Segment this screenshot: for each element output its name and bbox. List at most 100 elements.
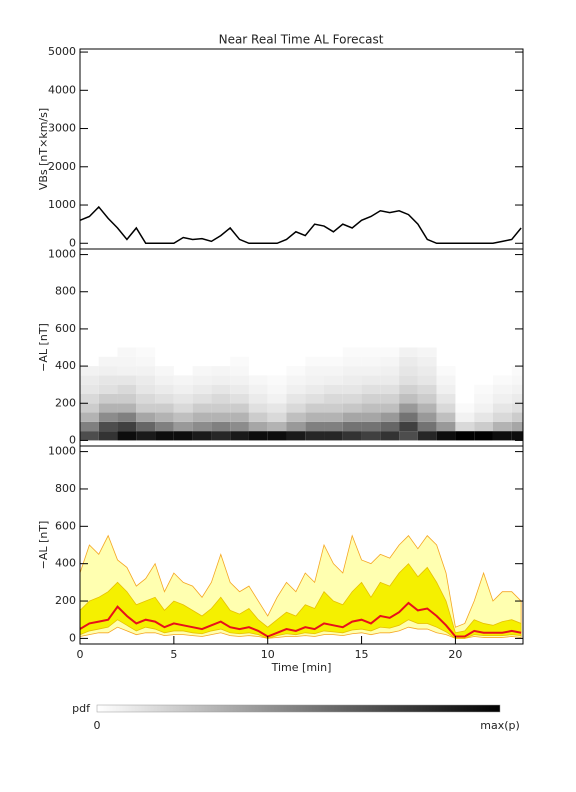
heat-cell <box>173 403 193 413</box>
heat-cell <box>117 412 137 422</box>
heat-cell <box>98 375 118 385</box>
heat-cell <box>155 431 174 441</box>
heat-cell <box>230 375 249 385</box>
plot-frame <box>79 48 524 250</box>
heat-cell <box>80 431 99 441</box>
heat-cell <box>211 375 231 385</box>
heat-cell <box>492 431 512 441</box>
heat-cell <box>305 431 325 441</box>
heat-cell <box>455 403 475 413</box>
heat-cell <box>511 403 523 413</box>
heat-cell <box>286 403 306 413</box>
heat-cell <box>173 421 193 432</box>
heat-cell <box>155 421 174 432</box>
heat-cell <box>380 347 400 357</box>
y-tick-label: 200 <box>55 396 76 409</box>
heat-cell <box>305 375 325 385</box>
heat-cell <box>192 384 212 394</box>
heat-cell <box>98 412 118 422</box>
heat-cell <box>324 403 343 413</box>
heat-cell <box>492 384 512 394</box>
heat-cell <box>361 366 381 376</box>
heat-cell <box>267 393 287 404</box>
y-axis-label: VBs [nT×km/s] <box>37 108 50 190</box>
heat-cell <box>399 421 418 432</box>
heat-cell <box>342 356 362 367</box>
heat-cell <box>399 384 418 394</box>
heat-cell <box>248 393 268 404</box>
heat-cell <box>80 384 99 394</box>
y-tick-label: 200 <box>55 594 76 607</box>
heat-cell <box>399 431 418 441</box>
heat-cell <box>342 412 362 422</box>
heat-cell <box>117 375 137 385</box>
heat-cell <box>117 403 137 413</box>
heat-cell <box>248 431 268 441</box>
colorbar <box>96 704 501 713</box>
heat-cell <box>342 384 362 394</box>
y-tick-label: 800 <box>55 285 76 298</box>
heat-cell <box>436 366 456 376</box>
colorbar-label: pdf <box>72 702 91 715</box>
heat-cell <box>305 384 325 394</box>
heat-cell <box>248 412 268 422</box>
heat-cell <box>342 403 362 413</box>
heat-cell <box>80 403 99 413</box>
heat-cell <box>267 412 287 422</box>
heat-cell <box>380 393 400 404</box>
heat-cell <box>474 412 493 422</box>
heat-cell <box>492 421 512 432</box>
heat-cell <box>455 421 475 432</box>
x-axis-label: Time [min] <box>271 661 332 674</box>
heat-cell <box>324 366 343 376</box>
heat-cell <box>324 421 343 432</box>
heat-cell <box>267 375 287 385</box>
heat-cell <box>80 366 99 376</box>
heat-cell <box>267 421 287 432</box>
y-tick-label: 800 <box>55 482 76 495</box>
data-line <box>80 205 522 245</box>
heat-cell <box>342 347 362 357</box>
heat-cell <box>230 431 249 441</box>
heat-cell <box>173 412 193 422</box>
heat-cell <box>98 431 118 441</box>
y-tick-label: 2000 <box>48 160 76 173</box>
heat-cell <box>136 384 156 394</box>
heat-cell <box>192 403 212 413</box>
heat-cell <box>380 431 400 441</box>
heat-cell <box>192 393 212 404</box>
heat-cell <box>380 412 400 422</box>
heat-cell <box>155 366 174 376</box>
heat-cell <box>117 431 137 441</box>
heat-cell <box>211 403 231 413</box>
y-tick-label: 0 <box>69 433 76 446</box>
heat-cell <box>474 384 493 394</box>
heat-cell <box>286 431 306 441</box>
panel <box>80 534 522 639</box>
heat-cell <box>417 431 437 441</box>
heat-cell <box>286 393 306 404</box>
heat-cell <box>399 393 418 404</box>
heat-cell <box>380 403 400 413</box>
heat-cell <box>136 393 156 404</box>
y-tick-label: 1000 <box>48 248 76 261</box>
heat-cell <box>492 393 512 404</box>
heat-cell <box>155 412 174 422</box>
heat-cell <box>474 403 493 413</box>
colorbar-min: 0 <box>94 719 101 732</box>
colorbar-max: max(p) <box>480 719 520 732</box>
x-tick-label: 15 <box>355 648 369 661</box>
heat-cell <box>380 366 400 376</box>
heat-cell <box>230 403 249 413</box>
heat-cell <box>361 375 381 385</box>
heat-cell <box>230 412 249 422</box>
y-tick-label: 1000 <box>48 198 76 211</box>
heat-cell <box>80 375 99 385</box>
heat-cell <box>474 421 493 432</box>
heat-cell <box>117 347 137 357</box>
quantile-band <box>80 563 522 639</box>
heat-cell <box>248 403 268 413</box>
heat-cell <box>211 421 231 432</box>
heat-cell <box>380 421 400 432</box>
